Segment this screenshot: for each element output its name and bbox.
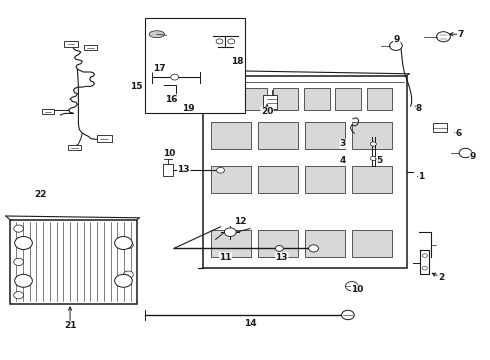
Text: 9: 9 <box>393 35 400 44</box>
Bar <box>305 230 345 257</box>
Bar <box>352 166 392 193</box>
Text: 4: 4 <box>340 156 346 165</box>
Bar <box>97 135 112 142</box>
Text: 2: 2 <box>438 273 444 282</box>
Bar <box>84 45 97 50</box>
Circle shape <box>370 142 376 146</box>
Circle shape <box>115 237 132 249</box>
Bar <box>263 95 277 109</box>
Text: 10: 10 <box>351 285 364 294</box>
Text: 8: 8 <box>416 104 422 112</box>
Bar <box>433 123 447 132</box>
Bar <box>203 76 407 268</box>
Text: 18: 18 <box>231 57 244 66</box>
Circle shape <box>342 310 354 320</box>
Bar <box>211 88 236 110</box>
Bar <box>68 145 81 150</box>
Circle shape <box>15 237 32 249</box>
Bar <box>10 220 137 304</box>
Bar <box>64 41 78 47</box>
Text: 16: 16 <box>165 94 178 104</box>
Circle shape <box>115 274 132 287</box>
Circle shape <box>390 41 402 50</box>
Text: 17: 17 <box>153 64 166 73</box>
Bar <box>145 18 245 113</box>
Bar <box>211 230 250 257</box>
Text: 15: 15 <box>130 82 143 91</box>
Circle shape <box>459 148 472 158</box>
Text: 3: 3 <box>340 139 346 148</box>
Text: 11: 11 <box>219 253 232 262</box>
Circle shape <box>216 39 223 44</box>
Bar <box>211 122 250 149</box>
Circle shape <box>14 292 24 299</box>
Bar <box>305 166 345 193</box>
Polygon shape <box>149 31 165 38</box>
Circle shape <box>217 167 224 173</box>
Text: 6: 6 <box>455 129 461 138</box>
Text: 14: 14 <box>244 320 256 328</box>
Circle shape <box>437 32 450 42</box>
Bar <box>42 109 54 114</box>
Text: 13: 13 <box>275 253 288 262</box>
Circle shape <box>275 246 283 251</box>
Circle shape <box>422 254 427 257</box>
Circle shape <box>123 242 133 248</box>
Circle shape <box>228 39 235 44</box>
Bar <box>352 230 392 257</box>
Bar <box>211 166 250 193</box>
Bar <box>273 88 298 110</box>
Bar <box>304 88 330 110</box>
Circle shape <box>309 245 318 252</box>
Circle shape <box>370 156 376 161</box>
Text: 13: 13 <box>177 165 190 174</box>
Circle shape <box>15 274 32 287</box>
Circle shape <box>224 228 236 237</box>
Bar <box>258 122 298 149</box>
Text: 5: 5 <box>377 156 383 165</box>
Text: 7: 7 <box>457 30 464 39</box>
Circle shape <box>14 258 24 266</box>
Bar <box>336 88 361 110</box>
Text: 19: 19 <box>182 104 195 112</box>
Text: 12: 12 <box>234 217 246 226</box>
Circle shape <box>171 74 178 80</box>
Bar <box>258 166 298 193</box>
Circle shape <box>422 266 427 270</box>
Text: 10: 10 <box>163 149 175 158</box>
Text: 20: 20 <box>261 107 273 116</box>
Text: 9: 9 <box>469 152 476 161</box>
Text: 21: 21 <box>64 321 76 330</box>
Text: 22: 22 <box>34 190 47 199</box>
Bar <box>242 88 267 110</box>
Text: 1: 1 <box>418 172 424 181</box>
Circle shape <box>345 282 358 291</box>
Circle shape <box>123 271 133 278</box>
Bar <box>352 122 392 149</box>
Bar <box>163 164 173 176</box>
Circle shape <box>14 225 24 232</box>
Bar <box>305 122 345 149</box>
Bar <box>367 88 392 110</box>
Bar <box>258 230 298 257</box>
